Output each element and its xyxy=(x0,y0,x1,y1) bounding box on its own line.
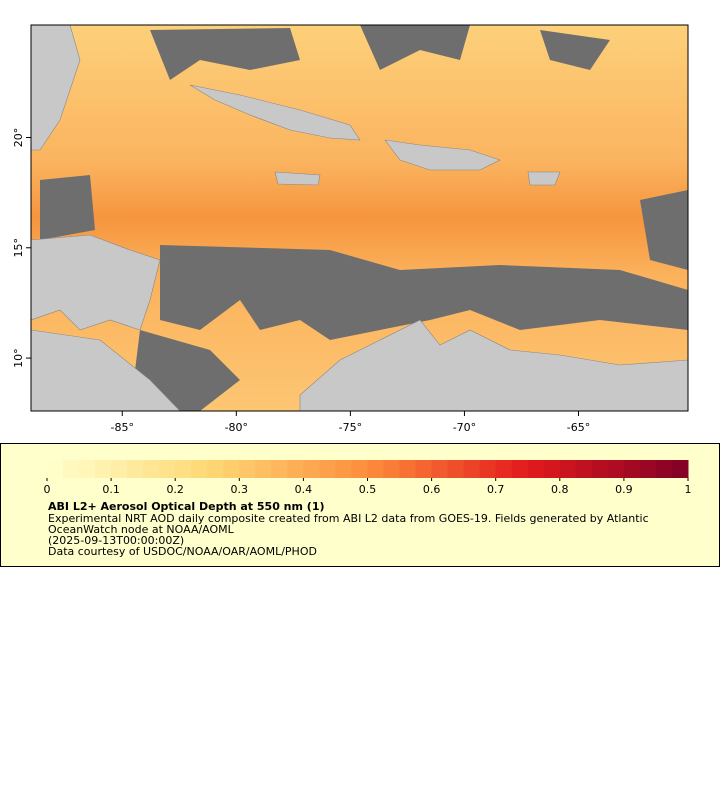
colorbar-step xyxy=(431,460,449,478)
colorbar-tick-label: 0.6 xyxy=(423,483,441,496)
colorbar-step xyxy=(79,460,96,478)
colorbar-step xyxy=(447,460,465,478)
colorbar-step xyxy=(271,460,288,478)
colorbar-step xyxy=(623,460,641,478)
colorbar-step xyxy=(207,460,224,478)
colorbar-step xyxy=(479,460,497,478)
colorbar-step xyxy=(175,460,192,478)
colorbar-step xyxy=(575,460,593,478)
colorbar-tick-label: 0.8 xyxy=(551,483,569,496)
colorbar-tick-label: 0.9 xyxy=(615,483,633,496)
colorbar-tick-label: 0.1 xyxy=(102,483,120,496)
x-tick-label: -75° xyxy=(339,421,362,434)
colorbar-tick-label: 0.4 xyxy=(295,483,313,496)
colorbar-step xyxy=(543,460,561,478)
colorbar-step xyxy=(47,460,64,478)
colorbar-tick-label: 0.7 xyxy=(487,483,505,496)
legend-credit: Data courtesy of USDOC/NOAA/OAR/AOML/PHO… xyxy=(48,545,317,558)
x-tick-label: -85° xyxy=(111,421,134,434)
y-tick-label: 20° xyxy=(12,128,25,148)
colorbar-step xyxy=(95,460,112,478)
colorbar-step xyxy=(287,460,304,478)
colorbar-step xyxy=(511,460,529,478)
colorbar-step xyxy=(255,460,272,478)
colorbar-step xyxy=(111,460,128,478)
colorbar-step xyxy=(223,460,240,478)
colorbar-tick-label: 0.2 xyxy=(166,483,184,496)
colorbar-step xyxy=(655,460,673,478)
y-tick-label: 15° xyxy=(12,238,25,258)
colorbar-step xyxy=(319,460,336,478)
colorbar-step xyxy=(143,460,160,478)
colorbar-step xyxy=(303,460,320,478)
colorbar-step xyxy=(367,460,385,478)
colorbar-step xyxy=(591,460,609,478)
colorbar-step xyxy=(463,460,481,478)
colorbar-step xyxy=(239,460,256,478)
colorbar-step xyxy=(351,460,368,478)
colorbar-step xyxy=(607,460,625,478)
colorbar-step xyxy=(671,460,689,478)
colorbar-step xyxy=(127,460,144,478)
legend-time: (2025-09-13T00:00:00Z) xyxy=(48,534,184,547)
colorbar-tick-label: 0 xyxy=(44,483,51,496)
colorbar-tick-label: 0.3 xyxy=(231,483,249,496)
colorbar-step xyxy=(63,460,80,478)
colorbar-step xyxy=(335,460,352,478)
colorbar-step xyxy=(639,460,657,478)
legend-title: ABI L2+ Aerosol Optical Depth at 550 nm … xyxy=(48,500,325,513)
colorbar-step xyxy=(159,460,176,478)
x-tick-label: -70° xyxy=(453,421,476,434)
colorbar-tick-label: 0.5 xyxy=(359,483,377,496)
legend-description: Experimental NRT AOD daily composite cre… xyxy=(48,512,649,525)
map-raster xyxy=(31,25,688,411)
colorbar-step xyxy=(527,460,545,478)
x-tick-label: -65° xyxy=(567,421,590,434)
y-tick-label: 10° xyxy=(12,348,25,368)
colorbar-step xyxy=(399,460,417,478)
colorbar-step xyxy=(559,460,577,478)
colorbar-tick-label: 1 xyxy=(685,483,692,496)
legend-description: OceanWatch node at NOAA/AOML xyxy=(48,523,235,536)
map-frame xyxy=(30,24,689,412)
x-tick-label: -80° xyxy=(225,421,248,434)
colorbar-step xyxy=(415,460,433,478)
colorbar-step xyxy=(383,460,401,478)
colorbar-step xyxy=(495,460,513,478)
colorbar-step xyxy=(191,460,208,478)
